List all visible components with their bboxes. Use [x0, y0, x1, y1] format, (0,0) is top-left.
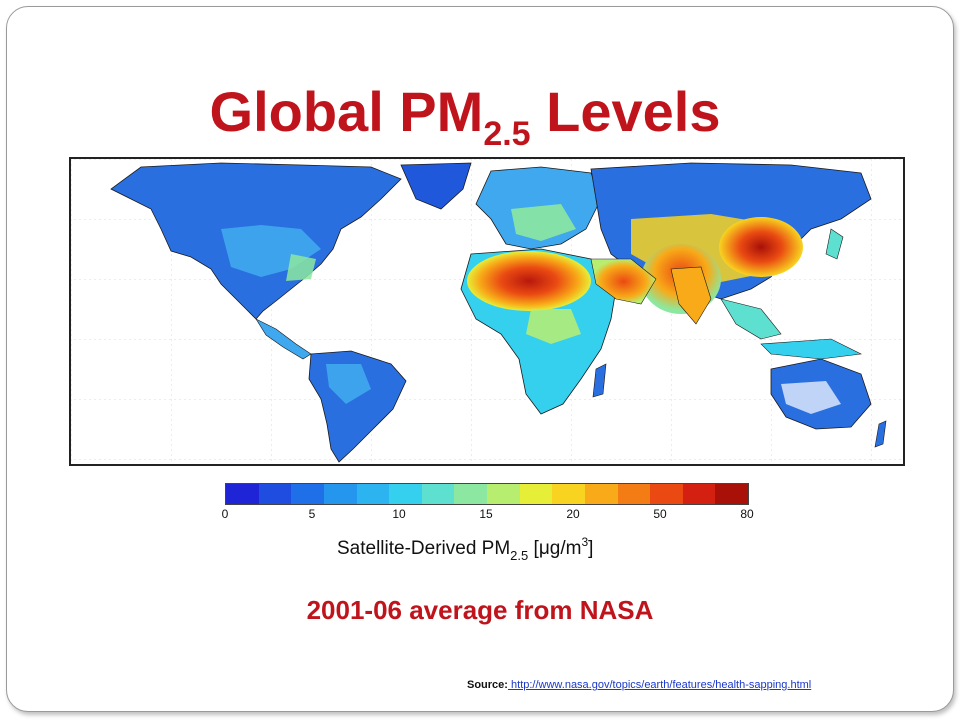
colorbar-tick-label: 15: [479, 507, 493, 521]
colorbar-tick-label: 80: [740, 507, 754, 521]
colorbar-segment: [258, 484, 292, 504]
world-map-graphic: [71, 159, 903, 464]
colorbar-segment: [682, 484, 716, 504]
colorbar-segment: [356, 484, 390, 504]
source-label: Source:: [467, 679, 508, 691]
colorbar-segment: [454, 484, 487, 504]
title-main: Global PM: [209, 80, 484, 143]
colorbar-segment: [323, 484, 357, 504]
slide-title: Global PM2.5 Levels: [7, 79, 943, 151]
colorbar-segment: [715, 484, 748, 504]
colorbar-segment: [552, 484, 585, 504]
pm25-colorbar: [225, 483, 749, 505]
slide-subtitle: 2001-06 average from NASA: [306, 595, 654, 625]
colorbar-segment: [291, 484, 324, 504]
colorbar-segment: [226, 484, 259, 504]
colorbar-segment: [421, 484, 455, 504]
title-end: Levels: [530, 80, 721, 143]
colorbar-segment: [519, 484, 553, 504]
colorbar-unit-sup: 3: [581, 535, 589, 549]
colorbar-segment: [650, 484, 683, 504]
colorbar-tick-label: 0: [221, 507, 229, 521]
colorbar-tick-label: 5: [308, 507, 316, 521]
colorbar-unit-mu: μ: [538, 538, 550, 559]
greenland: [400, 162, 472, 210]
colorbar-label: Satellite-Derived PM2.5 [μg/m3]: [337, 535, 593, 563]
colorbar-tick-label: 20: [566, 507, 580, 521]
colorbar-tick-label: 10: [392, 507, 406, 521]
slide: Global PM2.5 Levels: [6, 6, 954, 712]
title-subscript: 2.5: [483, 115, 531, 153]
colorbar-segment: [584, 484, 618, 504]
source-link[interactable]: http://www.nasa.gov/topics/earth/feature…: [507, 679, 812, 691]
colorbar-segment: [617, 484, 651, 504]
colorbar-unit-open: [: [528, 538, 539, 559]
pm25-world-map: [69, 157, 905, 466]
colorbar-ticks: 0 5 10 15 20 50 80: [221, 507, 765, 523]
colorbar-label-main: Satellite-Derived PM: [337, 538, 511, 559]
colorbar-tick-label: 50: [653, 507, 667, 521]
colorbar-label-sub: 2.5: [510, 548, 529, 563]
colorbar-unit-close: ]: [588, 538, 594, 559]
colorbar-segment: [487, 484, 520, 504]
source-citation: Source: http://www.nasa.gov/topics/earth…: [467, 679, 811, 691]
colorbar-unit: g/m: [549, 538, 582, 559]
colorbar-segment: [389, 484, 422, 504]
